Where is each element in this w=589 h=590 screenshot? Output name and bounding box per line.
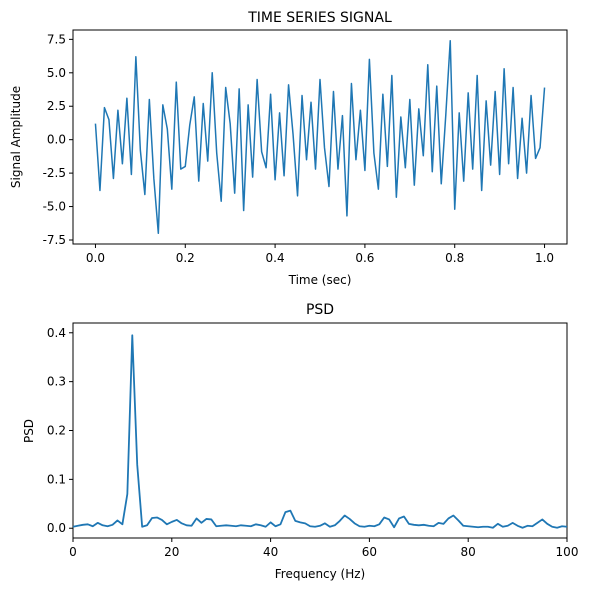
y-tick-label: 0.0 <box>47 133 66 147</box>
chart-title: PSD <box>306 302 334 318</box>
y-tick-label: -5.0 <box>43 200 66 214</box>
x-axis: 0 20 40 60 80 100 <box>69 538 578 559</box>
x-tick-label: 80 <box>461 545 476 559</box>
y-tick-label: 0.3 <box>47 375 66 389</box>
plot-frame <box>72 29 568 245</box>
y-tick-label: 7.5 <box>47 32 66 46</box>
y-tick-label: 0.2 <box>47 424 66 438</box>
y-tick-label: 0.0 <box>47 521 66 535</box>
y-tick-label: 2.5 <box>47 99 66 113</box>
plot-frame <box>72 322 568 539</box>
x-tick-label: 0.0 <box>86 251 105 265</box>
time-series-chart: TIME SERIES SIGNAL 0.0 0.2 0.4 0.6 0.8 1.0 -7… <box>9 10 568 287</box>
x-tick-label: 1.0 <box>535 251 554 265</box>
y-tick-label: 0.1 <box>47 472 66 486</box>
x-tick-label: 0.8 <box>445 251 464 265</box>
x-tick-label: 100 <box>556 545 579 559</box>
y-axis: 0.0 0.1 0.2 0.3 0.4 <box>47 326 73 535</box>
x-tick-label: 60 <box>362 545 377 559</box>
y-tick-label: -2.5 <box>43 166 66 180</box>
y-tick-label: -7.5 <box>43 233 66 247</box>
x-axis-label: Frequency (Hz) <box>275 567 366 581</box>
x-tick-label: 0.2 <box>176 251 195 265</box>
x-tick-label: 40 <box>263 545 278 559</box>
y-axis-label: Signal Amplitude <box>9 86 23 188</box>
series-line <box>72 334 568 529</box>
y-axis: -7.5 -5.0 -2.5 0.0 2.5 5.0 7.5 <box>43 32 73 247</box>
x-tick-label: 0.4 <box>266 251 285 265</box>
x-axis-label: Time (sec) <box>288 273 352 287</box>
y-tick-label: 5.0 <box>47 66 66 80</box>
y-axis-label: PSD <box>22 419 36 443</box>
x-tick-label: 20 <box>164 545 179 559</box>
y-tick-label: 0.4 <box>47 326 66 340</box>
psd-chart: PSD 0 20 40 60 80 100 0.0 0.1 0.2 0.3 0.4 Frequen… <box>22 302 578 581</box>
x-axis: 0.0 0.2 0.4 0.6 0.8 1.0 <box>86 244 554 265</box>
series-line <box>94 39 546 235</box>
x-tick-label: 0.6 <box>355 251 374 265</box>
chart-title: TIME SERIES SIGNAL <box>247 10 392 26</box>
x-tick-label: 0 <box>69 545 77 559</box>
